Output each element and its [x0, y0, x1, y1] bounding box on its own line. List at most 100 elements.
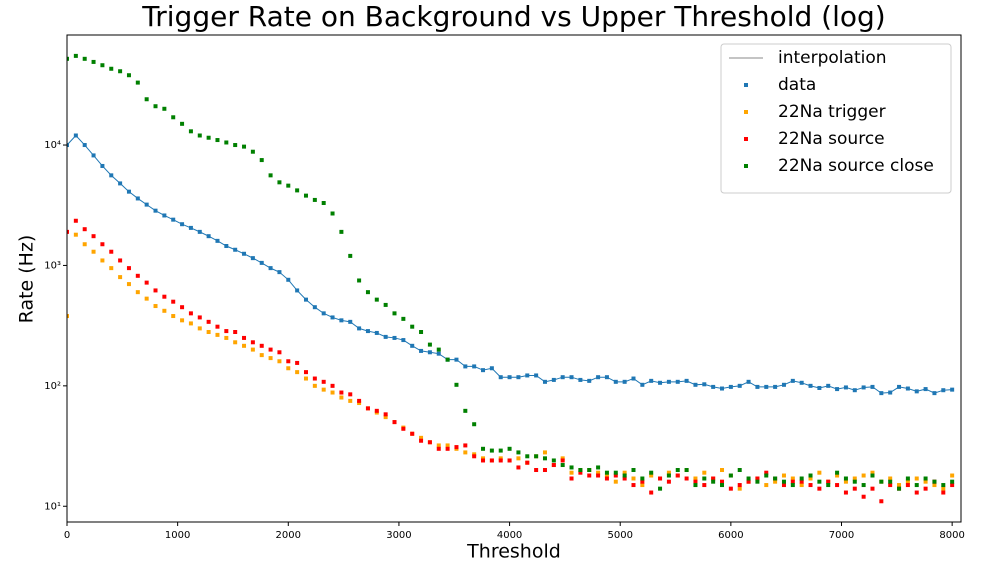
data-point	[737, 383, 742, 388]
data-point	[542, 379, 547, 384]
legend-label: data	[778, 75, 816, 95]
data-point	[790, 476, 795, 481]
data-point	[472, 364, 477, 369]
x-tick-label: 7000	[829, 530, 854, 541]
data-point	[852, 388, 857, 393]
legend-label: 22Na trigger	[778, 102, 886, 122]
data-point	[268, 347, 273, 352]
data-point	[923, 476, 928, 481]
data-point	[534, 454, 539, 459]
data-point	[472, 422, 477, 427]
data-point	[109, 266, 114, 271]
data-point	[711, 384, 716, 389]
data-point	[73, 53, 78, 58]
data-point	[728, 486, 733, 491]
legend-marker	[744, 164, 748, 168]
data-point	[206, 319, 211, 324]
y-tick-label: 10¹	[44, 501, 61, 512]
data-point	[118, 181, 123, 186]
data-point	[764, 473, 769, 478]
data-point	[516, 450, 521, 455]
data-point	[631, 376, 636, 381]
data-point	[118, 69, 123, 74]
data-point	[897, 486, 902, 491]
data-point	[100, 258, 105, 263]
data-point	[180, 121, 185, 126]
data-point	[675, 379, 680, 384]
y-tick-label: 10²	[44, 381, 61, 392]
data-point	[383, 412, 388, 417]
x-axis-label: Threshold	[466, 541, 561, 563]
data-point	[684, 468, 689, 473]
data-point	[295, 188, 300, 193]
data-point	[888, 479, 893, 484]
data-point	[835, 483, 840, 488]
data-point	[551, 458, 556, 463]
data-point	[702, 483, 707, 488]
data-point	[233, 143, 238, 148]
data-point	[613, 379, 618, 384]
data-point	[348, 253, 353, 258]
data-point	[268, 266, 273, 271]
data-point	[463, 408, 468, 413]
data-point	[144, 202, 149, 207]
data-point	[799, 479, 804, 484]
data-point	[941, 490, 946, 495]
x-tick-label: 6000	[718, 530, 743, 541]
data-point	[73, 218, 78, 223]
data-point	[489, 448, 494, 453]
data-point	[835, 473, 840, 478]
x-tick-label: 0	[64, 530, 70, 541]
data-point	[596, 470, 601, 475]
data-point	[383, 302, 388, 307]
data-point	[242, 251, 247, 256]
data-point	[489, 366, 494, 371]
data-point	[162, 294, 167, 299]
data-point	[82, 56, 87, 61]
data-point	[870, 470, 875, 475]
data-point	[905, 386, 910, 391]
data-point	[303, 376, 308, 381]
data-point	[67, 143, 69, 148]
data-point	[781, 479, 786, 484]
data-point	[348, 398, 353, 403]
data-point	[206, 330, 211, 335]
data-point	[578, 470, 583, 475]
data-point	[250, 347, 255, 352]
data-point	[312, 197, 317, 202]
data-point	[303, 193, 308, 198]
data-point	[923, 479, 928, 484]
data-point	[843, 476, 848, 481]
data-point	[817, 479, 822, 484]
data-point	[658, 380, 663, 385]
data-point	[507, 375, 512, 380]
data-point	[436, 446, 441, 451]
data-point	[463, 450, 468, 455]
data-point	[339, 390, 344, 395]
data-point	[135, 273, 140, 278]
data-point	[737, 468, 742, 473]
data-point	[888, 476, 893, 481]
data-point	[640, 382, 645, 387]
data-point	[242, 343, 247, 348]
data-point	[720, 386, 725, 391]
data-point	[914, 389, 919, 394]
data-point	[321, 387, 326, 392]
data-point	[312, 383, 317, 388]
data-point	[206, 234, 211, 239]
data-point	[188, 129, 193, 134]
x-tick-label: 1000	[165, 530, 190, 541]
data-point	[790, 483, 795, 488]
data-point	[764, 483, 769, 488]
data-point	[197, 326, 202, 331]
data-point	[392, 420, 397, 425]
data-point	[604, 375, 609, 380]
data-point	[861, 473, 866, 478]
data-point	[950, 387, 955, 392]
data-point	[941, 486, 946, 491]
data-point	[542, 468, 547, 473]
data-point	[852, 486, 857, 491]
data-point	[419, 348, 424, 353]
data-point	[144, 296, 149, 301]
data-point	[126, 189, 131, 194]
